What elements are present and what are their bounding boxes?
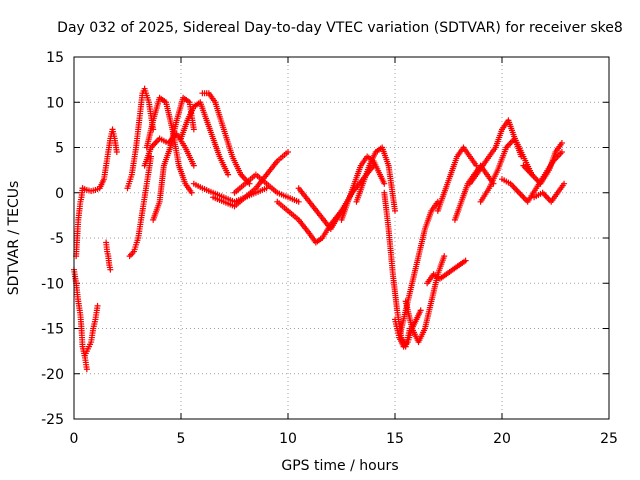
series-arc-22: [396, 198, 441, 341]
data-point: [225, 171, 232, 178]
y-tick-label: 5: [55, 141, 64, 157]
data-point: [83, 366, 90, 373]
series-arc-24: [424, 257, 469, 287]
y-tick-label: -15: [41, 322, 64, 338]
y-tick-label: 10: [46, 95, 64, 111]
series-arc-15: [231, 171, 302, 205]
series-arc-31: [531, 180, 568, 205]
series-arc-4: [79, 126, 120, 194]
plot-frame: [73, 56, 610, 420]
series-arc-30: [520, 139, 565, 187]
x-tick-label: 10: [279, 431, 297, 447]
grid-layer: [74, 57, 609, 419]
series-arc-25: [434, 144, 480, 214]
series-arc-11: [178, 99, 232, 178]
x-tick-label: 15: [386, 431, 404, 447]
y-axis-label: SDTVAR / TECUs: [6, 181, 22, 296]
x-tick-label: 20: [493, 431, 511, 447]
data-point: [558, 149, 565, 156]
x-axis-label: GPS time / hours: [281, 458, 398, 474]
series-arc-18: [338, 153, 388, 223]
data-point: [107, 266, 114, 273]
series-arc-9: [150, 94, 197, 223]
data-point: [417, 307, 424, 314]
y-tick-label: -5: [50, 231, 64, 247]
series-arc-1: [71, 266, 90, 373]
data-point: [295, 198, 302, 205]
data-point: [148, 153, 155, 160]
data-marks: [71, 85, 568, 373]
data-point: [392, 207, 398, 214]
data-point: [558, 139, 565, 146]
y-tick-label: -20: [41, 367, 64, 383]
data-point: [94, 302, 101, 309]
data-point: [188, 189, 195, 196]
y-tick-label: -10: [41, 276, 64, 292]
series-arc-7: [126, 153, 155, 260]
data-point: [441, 253, 448, 260]
data-point: [381, 180, 388, 187]
series-arc-10: [141, 130, 197, 169]
series-arc-19: [353, 144, 398, 214]
x-tick-label: 25: [600, 431, 618, 447]
series-arc-23: [402, 253, 448, 346]
chart-title: Day 032 of 2025, Sidereal Day-to-day VTE…: [57, 20, 623, 36]
y-tick-label: -25: [41, 412, 64, 428]
series-arc-8: [143, 94, 195, 196]
data-point: [561, 180, 568, 187]
data-point: [190, 126, 197, 133]
x-tick-label: 5: [177, 431, 186, 447]
data-point: [113, 149, 120, 156]
y-tick-label: 0: [55, 186, 64, 202]
series-arc-6: [124, 85, 157, 192]
series-arc-2: [81, 302, 101, 359]
series-arc-5: [103, 239, 114, 273]
y-tick-label: 15: [46, 50, 64, 66]
data-point: [434, 198, 441, 205]
data-point: [462, 257, 469, 264]
data-point: [190, 162, 197, 169]
data-point: [285, 149, 291, 156]
x-tick-label: 0: [70, 431, 79, 447]
